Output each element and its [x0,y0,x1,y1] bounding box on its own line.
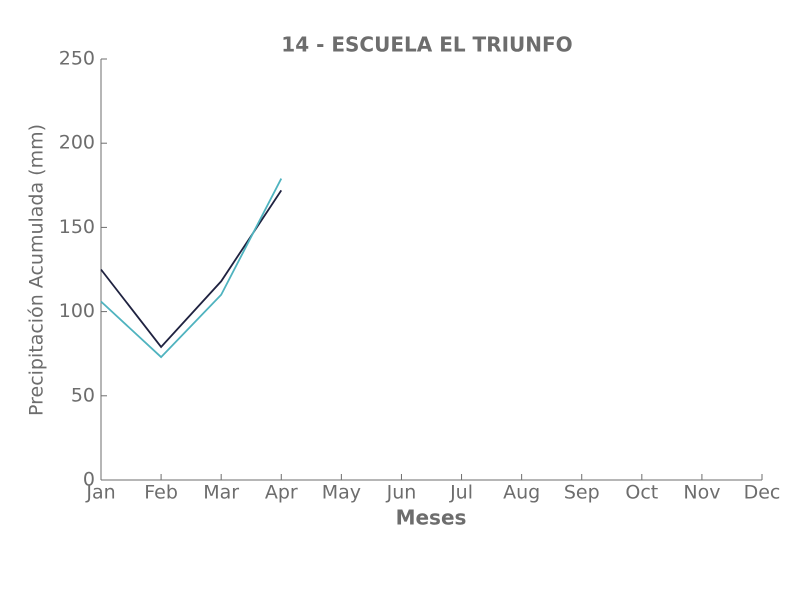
y-tick-label: 200 [59,132,95,154]
x-tick-label: Aug [503,482,540,504]
series-line [100,178,283,359]
x-tick-label: Jul [449,482,473,504]
y-tick-label: 50 [71,384,95,406]
x-tick-label: May [322,482,361,504]
y-tick-label: 0 [83,469,95,491]
chart-title: 14 - ESCUELA EL TRIUNFO [281,33,572,57]
y-tick-label: 150 [59,216,95,238]
x-tick-label: Dec [744,482,781,504]
y-tick-label: 250 [59,48,95,70]
series-line [100,189,283,349]
y-axis-label: Precipitación Acumulada (mm) [26,124,48,416]
x-tick-label: Apr [265,482,298,504]
x-tick-label: Sep [564,482,600,504]
x-axis-label: Meses [396,506,467,530]
x-tick-label: Feb [144,482,178,504]
x-tick-label: Jan [85,482,115,504]
x-tick-label: Mar [203,482,239,504]
y-tick-label: 100 [59,300,95,322]
x-tick-label: Oct [625,482,658,504]
x-tick-label: Nov [683,482,720,504]
x-tick-label: Jun [386,482,417,504]
